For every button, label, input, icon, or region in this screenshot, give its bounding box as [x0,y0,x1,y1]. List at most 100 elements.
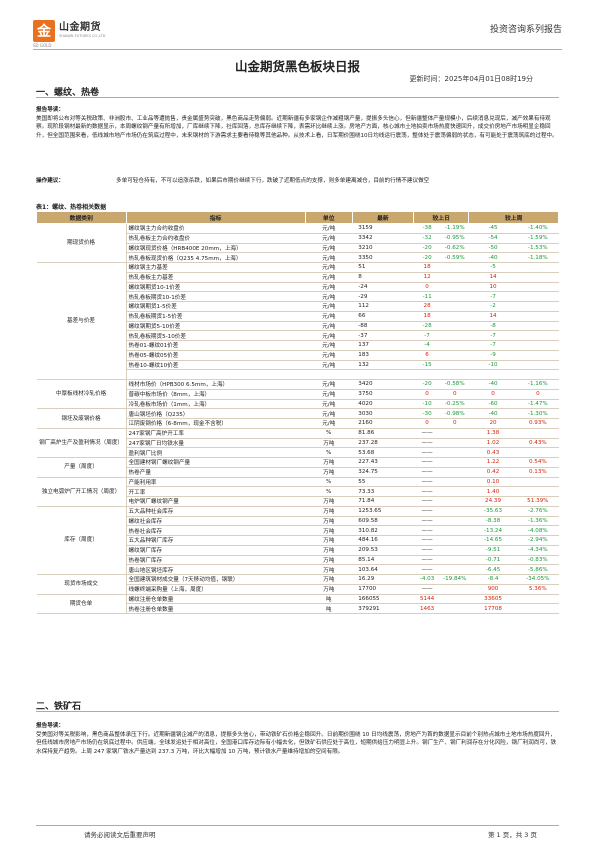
table-row: 螺纹社会库存 万吨 609.58 —— -8.38 -1.36% [37,516,559,527]
row-unit: 元/吨 [305,282,353,293]
row-week-change-pct [517,486,559,497]
row-latest-value: 55 [352,477,414,488]
row-day-change-pct: 0 [440,389,469,400]
table-row: 热轧卷板主力基差 元/吨 8 12 14 [37,272,559,283]
row-indicator: 盈利钢厂比例 [126,447,306,458]
row-unit: 吨 [305,594,353,605]
row-unit: 元/吨 [305,360,353,371]
row-week-change-pct [517,447,559,458]
row-day-change: 0 [413,418,441,429]
row-day-change: 0 [413,389,441,400]
table-row: 库存（周度） 五大品种社会库存 万吨 1253.65 —— -35.63 -2.76% [36,506,559,576]
row-indicator: 螺纹注册仓单数量 [126,594,306,605]
row-category: 钢厂高炉生产及盈利情况（周度） [36,428,127,459]
row-week-change-pct: -1.18% [517,252,559,263]
disclaimer-note: 请务必阅读文后重要声明 [84,831,156,839]
row-week-change-pct: -1.59% [517,233,559,244]
table-header-row: 数据类别 指标 单位 最新 较上日 较上周 [36,211,559,224]
row-week-change: 1.38 [468,428,518,439]
row-unit: 元/吨 [305,291,353,302]
company-logo: 金 山金期货 SHANJIN FUTURES CO.,LTD [33,20,106,42]
row-day-change: —— [413,535,441,546]
table-row: 热卷01-螺纹01价差 元/吨 137 -4 -7 [37,340,559,351]
row-day-change [413,369,441,380]
row-indicator: 热轧卷板期货5-10价差 [126,330,306,341]
row-week-change: 0.43 [468,447,518,458]
row-latest-value: 324.75 [352,467,414,478]
table-row: 唐山地区钢坯库存 万吨 103.64 —— -6.45 -5.86% [37,564,559,575]
row-unit: 元/吨 [305,262,353,273]
table-row: 中厚板线材冷轧价格 线材市场价（HPB300 6.5mm，上海） 元/吨 3420 -2… [36,379,559,410]
row-indicator: 热轧卷板主力合约收盘价 [126,233,306,244]
row-indicator: 螺纹钢厂库存 [126,545,306,556]
row-week-change: 14 [468,272,518,283]
row-week-change: 20 [468,418,518,429]
row-day-change-pct [440,457,469,468]
row-latest-value: 103.64 [352,564,414,575]
row-latest-value: 17700 [352,584,414,595]
row-category: 期货仓单 [36,594,127,614]
table-row: 螺纹钢现货价格（HRB400E 20mm，上海） 元/吨 3210 -20 -0.62%… [37,243,559,254]
row-category: 独立电弧炉厂开工情况（周度） [36,477,127,507]
table-row: 开工率% 73.33 —— 1.40 [37,486,559,497]
row-day-change: —— [413,525,441,536]
table-row: 热卷社会库存 万吨 310.82 —— -13.24 -4.08% [37,525,559,536]
row-unit: 元/吨 [305,272,353,283]
row-indicator: 热轧卷板现货价格（Q235 4.75mm，上海） [126,252,306,263]
row-latest-value: 3420 [352,379,414,390]
row-day-change-pct [440,360,469,371]
row-latest-value: 3030 [352,408,414,419]
row-week-change-pct: -1.16% [517,379,559,390]
row-week-change-pct: 51.39% [517,496,559,507]
row-unit: 万吨 [305,438,353,449]
row-day-change: 5144 [413,594,441,605]
row-day-change: —— [413,496,441,507]
row-latest-value: 71.84 [352,496,414,507]
row-day-change-pct [440,477,469,488]
row-latest-value: 484.16 [352,535,414,546]
row-indicator: 热卷社会库存 [126,525,306,536]
row-day-change: -7 [413,330,441,341]
row-day-change: -20 [413,379,441,390]
row-day-change: —— [413,438,441,449]
row-day-change-pct [440,603,469,614]
table-row: 电炉钢厂螺纹钢产量 万吨 71.84 —— 24.39 51.39% [37,496,559,507]
table-row: 热轧卷板期货1-5价差 元/吨 66 18 14 [37,311,559,322]
row-day-change: —— [413,486,441,497]
row-week-change-pct [517,603,559,614]
row-day-change-pct: -0.25% [440,399,469,410]
row-indicator: 五大品种社会库存 [126,506,306,517]
table-row: 普碳中板市场价（8mm，上海） 元/吨 3750 0 0 0 0 [37,389,559,400]
row-week-change: 1.40 [468,486,518,497]
row-week-change: 1.02 [468,438,518,449]
row-week-change-pct: -5.86% [517,564,559,575]
row-day-change: -10 [413,399,441,410]
col-header-vs-prev-week: 较上周 [468,211,559,224]
table-row: 期货仓单 螺纹注册仓单数量吨 166055 5144 33605 [36,594,559,614]
row-indicator: 唐山钢坯价格（Q235） [126,408,306,419]
row-day-change: -4.03 [413,574,441,585]
table-row: 热卷钢厂库存 万吨 85.14 —— -0.71 -0.83% [37,555,559,566]
row-day-change-pct [440,447,469,458]
row-day-change-pct [440,321,469,332]
row-latest-value: -24 [352,282,414,293]
section-heading-rebar: 一、螺纹、热卷 [36,88,100,98]
row-day-change-pct [440,506,469,517]
row-week-change: -13.24 [468,525,518,536]
row-week-change: -2 [468,301,518,312]
row-indicator: 螺纹社会库存 [126,516,306,527]
row-week-change-pct [517,428,559,439]
row-week-change-pct [517,272,559,283]
row-week-change-pct [517,360,559,371]
row-day-change: 18 [413,311,441,322]
row-week-change-pct [517,477,559,488]
row-day-change: 6 [413,350,441,361]
table-title: 表1：螺纹、热卷相关数据 [36,204,107,211]
row-week-change-pct: -0.83% [517,555,559,566]
row-latest-value: 3210 [352,243,414,254]
row-category: 产量（周度） [36,457,127,478]
row-week-change: -9.51 [468,545,518,556]
row-week-change: -45 [468,223,518,234]
row-day-change: 0 [413,282,441,293]
row-week-change-pct: -4.08% [517,525,559,536]
